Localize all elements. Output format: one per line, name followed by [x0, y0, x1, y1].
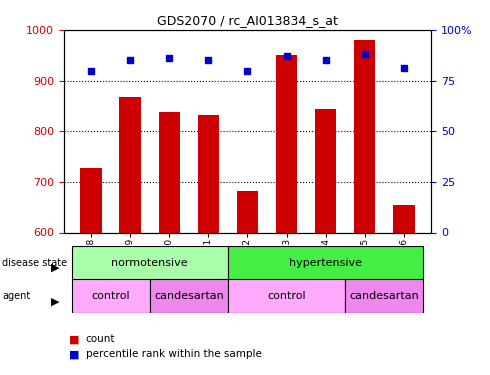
Text: ▶: ▶	[51, 263, 60, 273]
Bar	[276, 56, 297, 375]
Bar	[345, 279, 423, 313]
Bar	[150, 279, 228, 313]
Bar	[80, 168, 102, 375]
Bar	[228, 246, 423, 279]
Bar	[197, 115, 219, 375]
Text: percentile rank within the sample: percentile rank within the sample	[86, 350, 262, 359]
Text: ▶: ▶	[51, 297, 60, 307]
Text: count: count	[86, 334, 115, 344]
Bar	[228, 279, 345, 313]
Text: agent: agent	[2, 291, 31, 301]
Bar	[354, 40, 375, 375]
Text: normotensive: normotensive	[111, 258, 188, 267]
Bar	[237, 191, 258, 375]
Bar	[315, 110, 337, 375]
Bar	[72, 279, 150, 313]
Text: ■: ■	[69, 350, 79, 359]
Bar	[158, 112, 180, 375]
Bar	[72, 246, 228, 279]
Text: disease state: disease state	[2, 258, 68, 267]
Bar	[393, 205, 415, 375]
Text: control: control	[91, 291, 130, 301]
Text: candesartan: candesartan	[349, 291, 419, 301]
Text: ■: ■	[69, 334, 79, 344]
Bar	[120, 97, 141, 375]
Text: candesartan: candesartan	[154, 291, 223, 301]
Title: GDS2070 / rc_AI013834_s_at: GDS2070 / rc_AI013834_s_at	[157, 15, 338, 27]
Text: control: control	[267, 291, 306, 301]
Text: hypertensive: hypertensive	[289, 258, 362, 267]
